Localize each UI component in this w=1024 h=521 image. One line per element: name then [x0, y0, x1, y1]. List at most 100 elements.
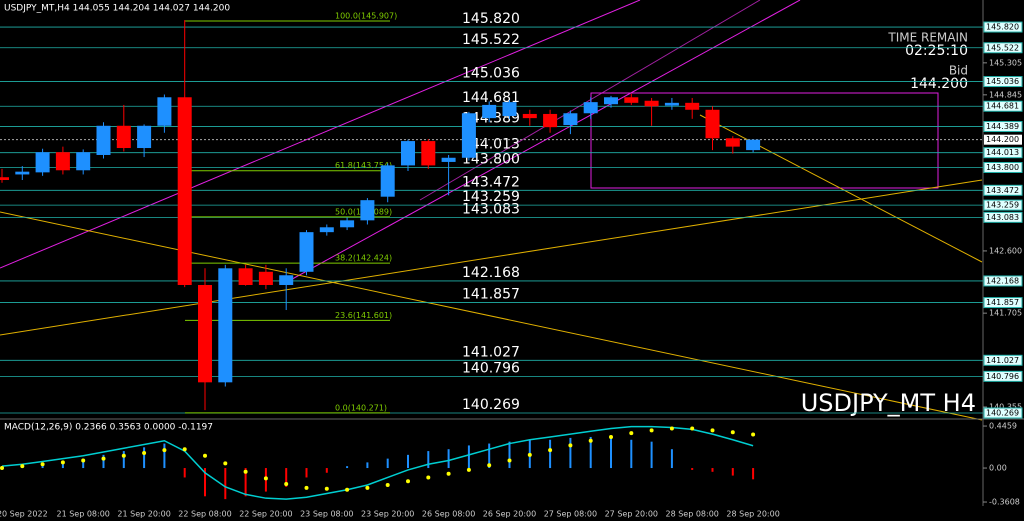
candle-body — [543, 113, 558, 128]
candle-body — [279, 275, 294, 285]
candle-body — [116, 125, 131, 149]
candle-body — [401, 141, 415, 166]
signal-dot — [162, 448, 167, 453]
signal-dot — [365, 485, 370, 490]
level-tag-label: 142.168 — [986, 276, 1019, 285]
signal-dot — [710, 428, 715, 433]
signal-dot — [690, 426, 695, 431]
y-tick-label: 141.705 — [989, 309, 1022, 318]
level-tag-label: 140.269 — [986, 408, 1019, 417]
signal-dot — [345, 487, 350, 492]
signal-dot — [324, 486, 329, 491]
y-tick-label: 140.355 — [989, 403, 1022, 412]
y-tick-label: 142.600 — [989, 246, 1022, 255]
fib-label: 61.8(143.754) — [335, 161, 392, 170]
level-tag — [983, 42, 1023, 54]
y-tick-label: 145.305 — [989, 58, 1022, 67]
signal-dot — [243, 469, 248, 474]
signal-dot — [385, 482, 390, 487]
candle-body — [319, 227, 334, 233]
macd-line — [1, 425, 754, 500]
signal-dot — [223, 461, 228, 466]
candle-body — [299, 232, 314, 272]
signal-dot — [142, 450, 147, 455]
candle-body — [441, 157, 456, 162]
channel-line — [0, 0, 641, 269]
candle-body — [137, 125, 152, 149]
y-tick-label: 0.4459 — [989, 422, 1017, 431]
candle-body — [563, 113, 578, 126]
trend-line — [0, 211, 983, 421]
level-label: 143.472 — [462, 174, 520, 190]
level-tag-label: 144.013 — [986, 148, 1019, 157]
candle-body — [725, 138, 740, 147]
x-tick-label: 27 Sep 08:00 — [544, 510, 597, 519]
channel-line — [419, 0, 761, 201]
fib-label: 100.0(145.907) — [335, 11, 397, 20]
level-label: 144.013 — [462, 137, 520, 153]
level-tag-label: 144.681 — [986, 102, 1019, 111]
x-tick-label: 28 Sep 20:00 — [726, 510, 779, 519]
candle-body — [705, 109, 720, 139]
level-tag-label: 145.522 — [986, 43, 1019, 52]
x-tick-label: 26 Sep 20:00 — [483, 510, 536, 519]
trend-line — [699, 114, 983, 263]
level-tag-label: 143.800 — [986, 163, 1019, 172]
signal-dot — [507, 458, 512, 463]
level-label: 145.036 — [462, 66, 520, 82]
candle-body — [157, 97, 172, 126]
level-label: 143.800 — [462, 151, 520, 167]
level-tag-label: 145.036 — [986, 77, 1019, 86]
trend-line — [0, 179, 983, 336]
drawing-objects — [0, 0, 1024, 506]
candle-body — [177, 97, 192, 285]
y-tick-label: 0.00 — [989, 464, 1007, 473]
signal-dot — [284, 482, 289, 487]
signal-dot — [60, 460, 65, 465]
signal-dot — [121, 453, 126, 458]
signal-dot — [527, 452, 532, 457]
signal-dot — [203, 453, 207, 458]
level-tag-label: 141.027 — [986, 356, 1019, 365]
level-tag — [983, 407, 1023, 419]
y-tick-label: -0.3608 — [989, 498, 1020, 507]
candle-body — [746, 139, 761, 151]
signal-dot — [751, 432, 756, 437]
candle-body — [604, 97, 618, 105]
candle-body — [624, 97, 639, 103]
x-tick-label: 28 Sep 08:00 — [665, 510, 718, 519]
time-remain: 02:25:10 — [905, 43, 968, 59]
signal-dot — [304, 485, 309, 490]
level-label: 140.269 — [462, 397, 520, 413]
candle-body — [380, 165, 395, 197]
candle-body — [360, 200, 375, 221]
candle-body — [35, 152, 50, 173]
y-tick-label: 144.845 — [989, 90, 1022, 99]
x-tick-label: 20 Sep 2022 — [0, 510, 48, 519]
x-tick-label: 21 Sep 08:00 — [56, 510, 109, 519]
level-tag-label: 145.820 — [986, 23, 1019, 32]
x-tick-label: 21 Sep 20:00 — [117, 510, 170, 519]
signal-dot — [20, 464, 25, 469]
watermark: USDJPY_MT H4 — [801, 389, 976, 417]
candle-body — [664, 102, 679, 106]
level-label: 142.168 — [462, 265, 520, 281]
level-tag — [983, 121, 1023, 133]
signal-dot — [40, 462, 45, 467]
candle-body — [583, 102, 598, 114]
x-tick-label: 22 Sep 08:00 — [178, 510, 231, 519]
x-tick-label: 27 Sep 20:00 — [605, 510, 658, 519]
level-label: 143.259 — [462, 189, 520, 205]
signal-dot — [81, 458, 86, 463]
level-tag — [983, 147, 1023, 159]
level-label: 140.796 — [462, 360, 520, 376]
x-tick-label: 23 Sep 20:00 — [361, 510, 414, 519]
level-label: 141.027 — [462, 344, 520, 360]
level-tag-label: 144.389 — [986, 122, 1019, 131]
signal-dot — [406, 479, 410, 484]
candle-body — [218, 268, 233, 383]
symbol-header: USDJPY_MT,H4 144.055 144.204 144.027 144… — [4, 4, 230, 14]
signal-dot — [548, 448, 553, 453]
